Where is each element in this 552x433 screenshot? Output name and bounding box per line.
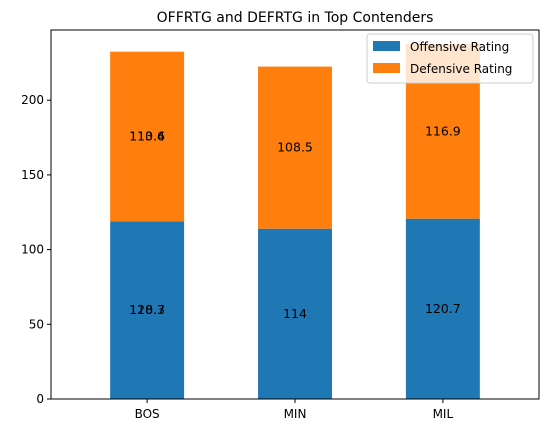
legend-swatch-defensive [373,63,400,73]
chart-title: OFFRTG and DEFRTG in Top Contenders [157,10,434,26]
y-tick-label: 150 [21,168,44,182]
bars-layer [110,44,480,399]
x-axis: BOS MIN MIL [135,399,454,421]
y-tick-label: 100 [21,243,44,257]
legend-label-offensive: Offensive Rating [410,40,509,54]
legend: Offensive Rating Defensive Rating [366,33,534,84]
y-tick-label: 50 [29,317,44,331]
bar-bos-series-1 [110,51,185,222]
data-label-mil-series-1-0: 116.9 [425,123,461,138]
legend-box [366,33,534,84]
y-axis: 0 50 100 150 200 [21,93,51,406]
data-label-mil-series-0-0: 120.7 [425,301,461,316]
bar-min-series-1 [258,66,332,229]
x-tick-label-bos: BOS [135,407,160,421]
data-label-bos-series-1-0: 110.6 [129,128,165,143]
data-label-min-series-0-0: 114 [283,306,307,321]
y-tick-label: 0 [36,392,44,406]
bar-min-series-0 [258,228,332,399]
legend-label-defensive: Defensive Rating [410,62,512,76]
data-label-bos-series-0-1: 118.7 [129,302,165,317]
legend-swatch-offensive [373,41,400,51]
bar-bos-series-0 [110,221,185,399]
data-label-bos-series-0-0: 120.3 [129,302,165,317]
y-tick-label: 200 [21,93,44,107]
data-label-bos-series-1-1: 113.4 [129,128,165,143]
bar-mil-series-0 [405,218,480,399]
x-tick-label-mil: MIL [433,407,454,421]
x-tick-label-min: MIN [284,407,307,421]
data-label-min-series-1-0: 108.5 [277,140,313,155]
